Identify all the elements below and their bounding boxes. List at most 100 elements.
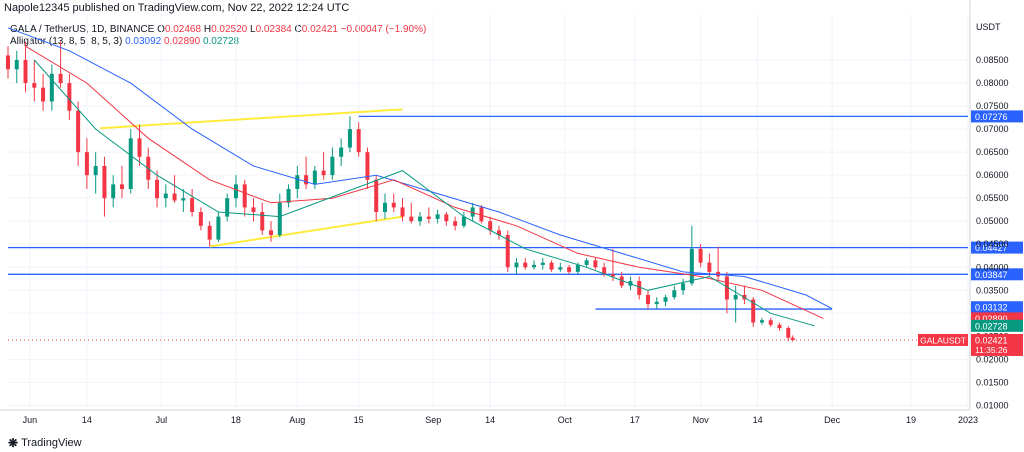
candle-body: [646, 294, 650, 305]
candle-body: [681, 283, 686, 291]
candle-body: [233, 184, 238, 199]
y-tick-label: 0.01000: [976, 400, 1009, 410]
candle-body: [391, 202, 396, 208]
candle-body: [251, 207, 256, 212]
x-tick-label: 18: [231, 415, 241, 425]
candle-body: [790, 337, 795, 340]
candle-body: [532, 264, 537, 268]
candle-body: [435, 214, 440, 219]
legend-symbol[interactable]: GALA / TetherUS, 1D, BINANCE: [10, 24, 155, 35]
countdown-text: 11:35:26: [975, 345, 1008, 355]
candle-body: [444, 214, 449, 222]
y-tick-label: 0.06000: [976, 170, 1009, 180]
candle-body: [6, 55, 10, 70]
candle-body: [374, 179, 379, 212]
candle-body: [610, 274, 615, 277]
candle-body: [84, 152, 89, 176]
candle-body: [540, 262, 545, 265]
candle-body: [295, 175, 300, 189]
candle-body: [76, 110, 81, 153]
candle-body: [102, 165, 107, 199]
candle-body: [496, 230, 501, 236]
candle-body: [759, 320, 764, 323]
symbol-tag-text: GALAUSDT: [920, 335, 966, 345]
candle-body: [49, 73, 54, 102]
candle-body: [654, 301, 659, 305]
grid: [8, 14, 969, 410]
candle-body: [128, 138, 133, 189]
level-price-tag: [971, 110, 1023, 123]
candle-body: [269, 230, 274, 236]
candle-body: [663, 297, 668, 302]
legend-indicator[interactable]: Alligator (13, 8, 5, 8, 5, 3): [10, 36, 123, 47]
candle-body: [549, 262, 554, 270]
candle-body: [382, 202, 387, 212]
candle-body: [751, 299, 756, 323]
candle-body: [768, 320, 773, 325]
candle-body: [698, 248, 703, 263]
candle-body: [155, 179, 160, 199]
alligator-lines: [7, 27, 833, 327]
candle-body: [505, 235, 510, 268]
x-tick-label: 14: [753, 415, 763, 425]
level-price-text: 0.04427: [975, 243, 1008, 253]
level-price-text: 0.03847: [975, 270, 1008, 280]
candle-body: [181, 198, 186, 201]
x-tick-label: 14: [485, 415, 495, 425]
candle-body: [312, 170, 317, 185]
footer-brand[interactable]: TradingView: [21, 437, 82, 449]
candle-body: [339, 147, 344, 157]
x-tick-label: Oct: [558, 415, 573, 425]
x-tick-label: Jul: [156, 415, 168, 425]
series-price-tag: [971, 301, 1023, 314]
series-price-text: 0.03132: [975, 303, 1008, 313]
y-tick-label: 0.07500: [976, 101, 1009, 111]
candle-body: [575, 264, 580, 272]
x-tick-label: Dec: [824, 415, 841, 425]
legend-low: 0.02384: [255, 24, 292, 35]
candle-body: [409, 216, 414, 222]
y-tick-label: 0.04500: [976, 239, 1009, 249]
candle-body: [689, 248, 694, 284]
candle-body: [777, 324, 782, 329]
level-price-tag: [971, 241, 1023, 254]
candle-body: [23, 60, 28, 84]
trendlines[interactable]: [99, 108, 403, 248]
level-price-tag: [971, 268, 1023, 281]
candle-body: [461, 216, 466, 226]
candle-body: [304, 175, 309, 185]
candle-body: [207, 225, 212, 240]
alligator-teeth-line: [25, 45, 824, 319]
trendline: [99, 108, 403, 130]
legend-open: 0.02468: [164, 24, 202, 35]
y-tick-label: 0.02000: [976, 354, 1009, 364]
level-price-text: 0.07276: [975, 112, 1008, 122]
candle-body: [190, 198, 195, 212]
candle-body: [111, 184, 116, 199]
series-price-text: 0.02890: [975, 314, 1008, 324]
symbol-tag: [918, 333, 968, 346]
candle-body: [724, 276, 729, 300]
series-price-text: 0.02728: [975, 321, 1008, 331]
candle-body: [347, 129, 352, 148]
legend-jaw: 0.03092: [125, 36, 162, 47]
candle-body: [41, 87, 46, 102]
y-tick-label: 0.08500: [976, 55, 1009, 65]
candle-body: [672, 290, 677, 298]
x-tick-label: Aug: [289, 415, 305, 425]
legend-high: 0.02520: [211, 24, 248, 35]
candle-body: [786, 328, 791, 338]
candle-body: [733, 294, 738, 300]
y-tick-label: 0.04000: [976, 262, 1009, 272]
candle-body: [453, 221, 458, 226]
candle-body: [260, 212, 265, 231]
x-tick-label: 17: [630, 415, 640, 425]
candle-body: [137, 138, 142, 157]
candle-body: [67, 83, 72, 111]
series-price-tag: [971, 319, 1023, 332]
candle-body: [365, 152, 370, 180]
